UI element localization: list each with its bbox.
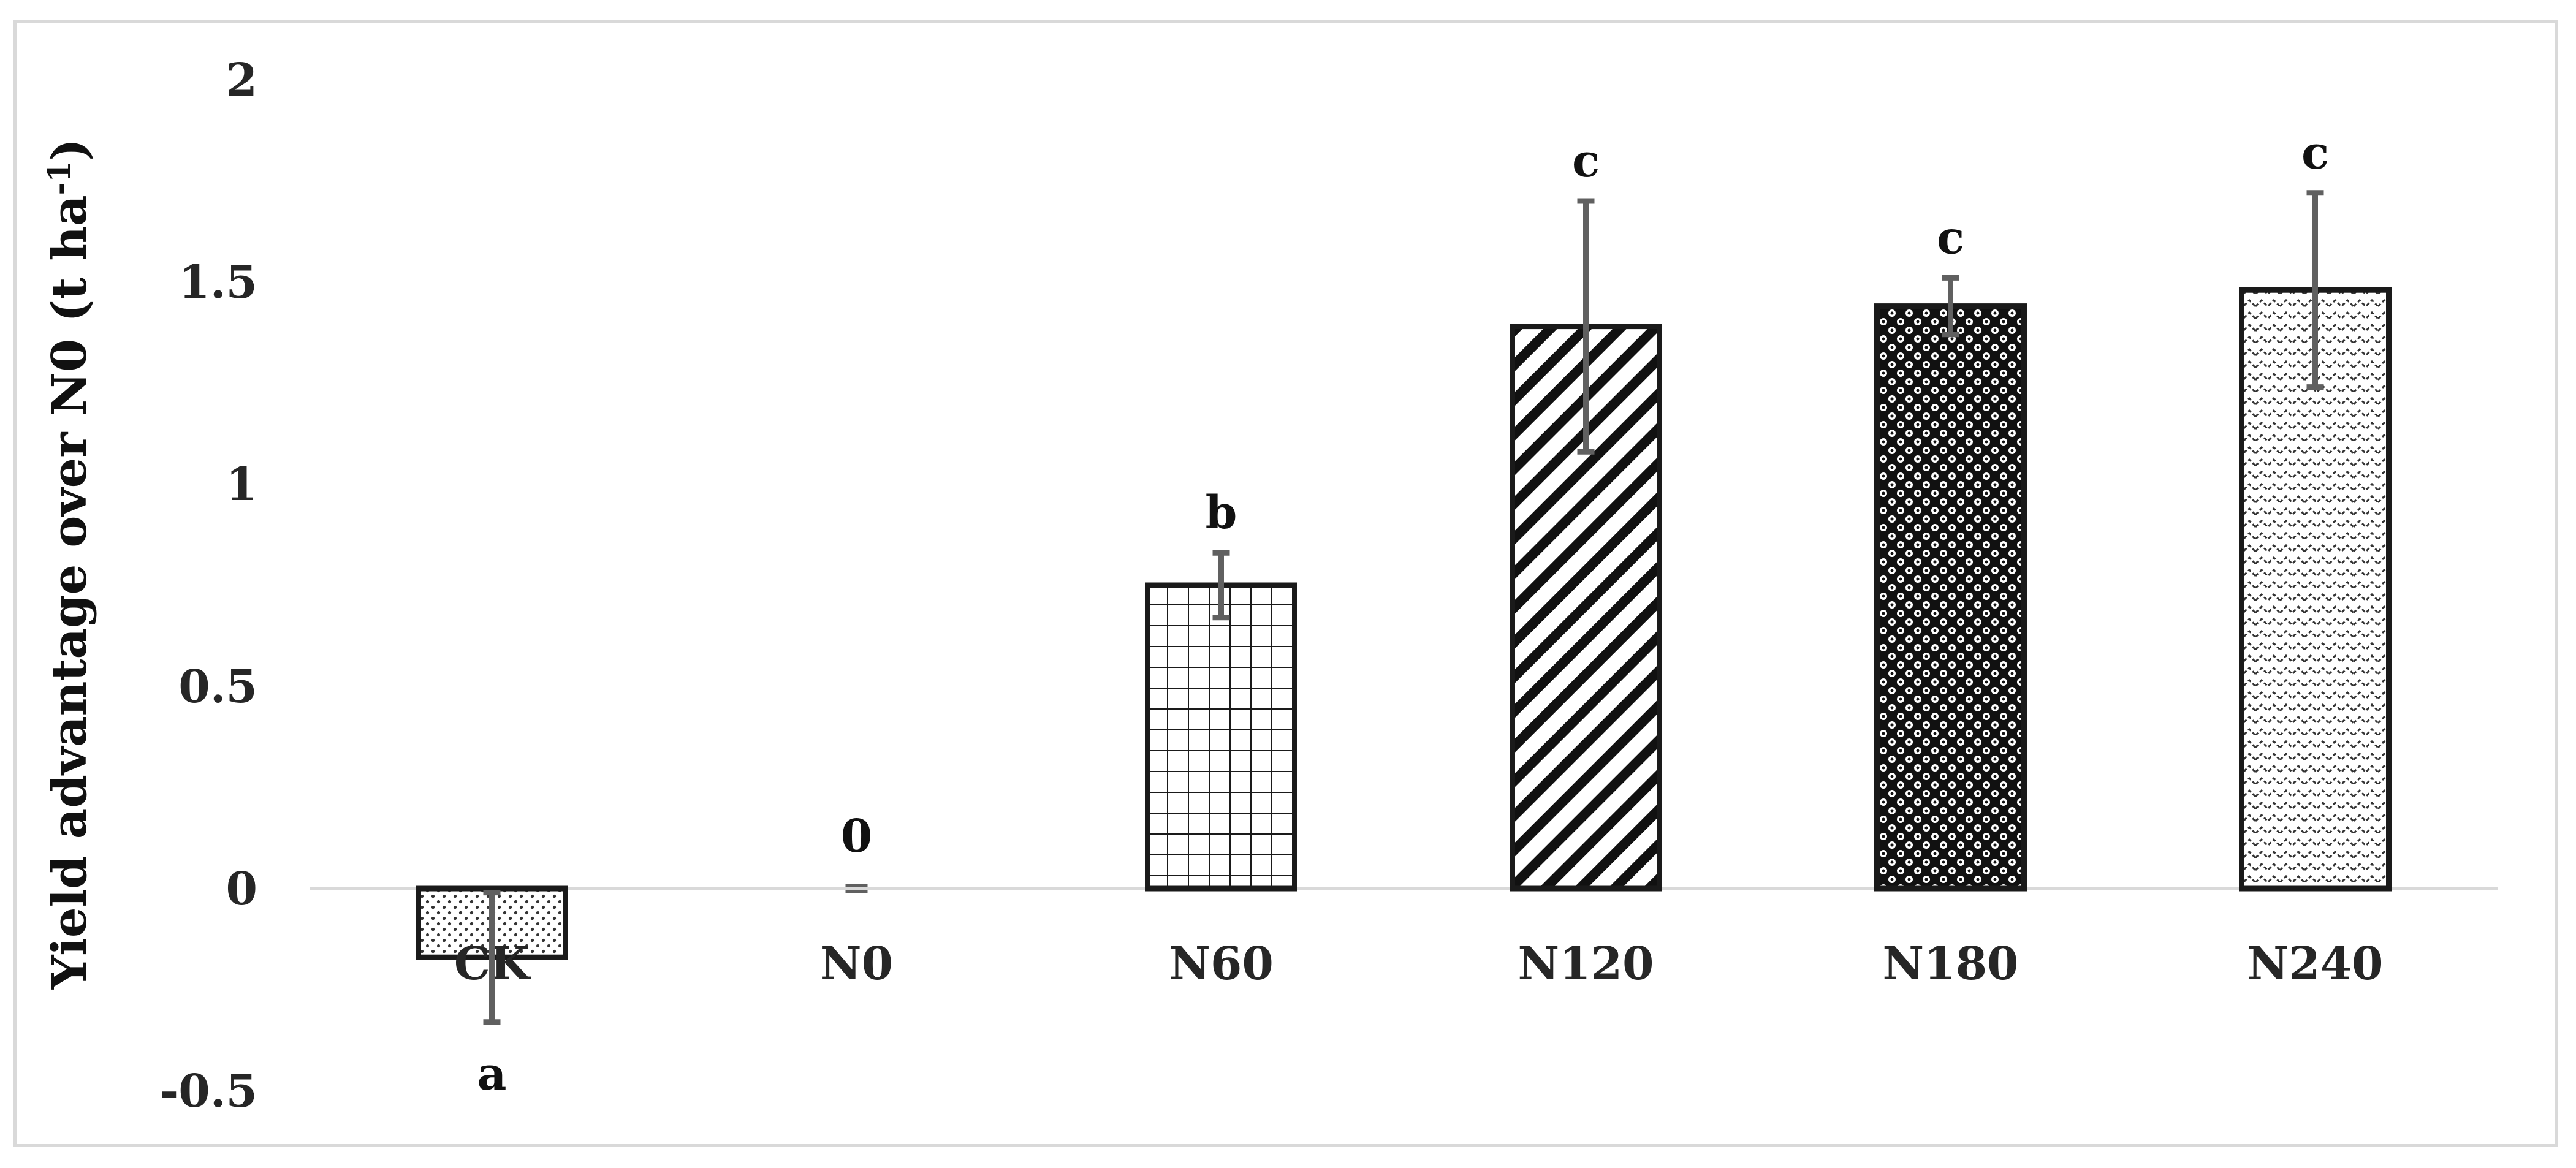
y-tick-label: 0.5 [178, 661, 257, 713]
y-tick-label: 0 [226, 863, 258, 916]
bar-n0 [845, 884, 868, 893]
error-bar-n120 [1577, 198, 1595, 455]
error-bars [483, 190, 2324, 1025]
significance-labels: a 0 b c c c [477, 127, 2330, 1101]
category-labels: CK N0 N60 N120 N180 N240 [454, 938, 2384, 990]
y-axis-title: Yield advantage over N0 (t ha-1) [41, 138, 97, 990]
x-tick-label-n60: N60 [1169, 938, 1274, 990]
significance-label-n0: 0 [841, 810, 873, 863]
error-bar-n180 [1942, 275, 1959, 338]
y-tick-label: 2 [226, 54, 258, 107]
significance-label-ck: a [477, 1048, 507, 1101]
y-tick-label: -0.5 [160, 1065, 257, 1118]
bars [416, 287, 2392, 960]
x-tick-label-n120: N120 [1518, 938, 1654, 990]
y-tick-label: 1 [226, 458, 258, 511]
significance-label-n240: c [2301, 127, 2329, 180]
bar-n60 [1145, 582, 1297, 892]
error-bar-ck [483, 890, 501, 1025]
bar-n180 [1874, 303, 2027, 892]
bar-n240 [2239, 287, 2392, 892]
y-tick-label: 1.5 [178, 256, 257, 309]
error-bar-n240 [2306, 190, 2324, 390]
significance-label-n120: c [1572, 135, 1600, 188]
y-axis-ticks: -0.5 0 0.5 1 1.5 2 [160, 54, 257, 1118]
error-bar-n60 [1212, 550, 1230, 621]
x-tick-label-n0: N0 [820, 938, 893, 990]
x-tick-label-n240: N240 [2247, 938, 2383, 990]
significance-label-n60: b [1206, 487, 1237, 539]
significance-label-n180: c [1937, 211, 1964, 264]
x-tick-label-n180: N180 [1882, 938, 2018, 990]
